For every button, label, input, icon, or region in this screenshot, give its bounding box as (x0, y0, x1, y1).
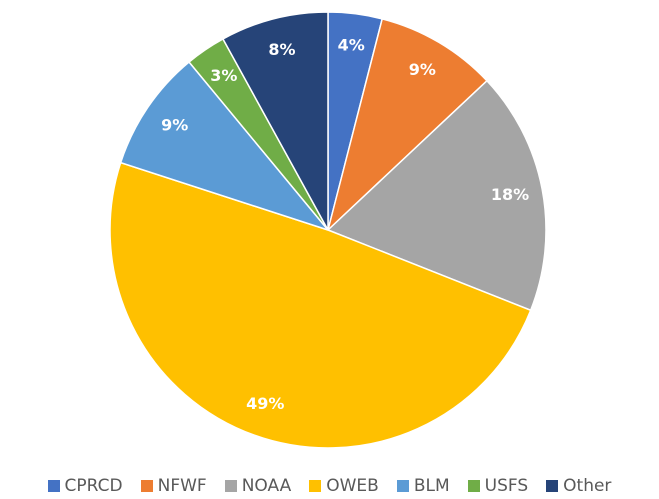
legend-item: Other (546, 476, 611, 496)
legend: CPRCD NFWF NOAA OWEB BLM USFS Other (0, 476, 659, 496)
legend-item: USFS (467, 476, 529, 496)
data-label: 8% (268, 40, 295, 59)
legend-item: OWEB (309, 476, 379, 496)
legend-swatch (309, 480, 322, 492)
legend-item: BLM (396, 476, 450, 496)
chart: 4% 9% 18% 49% 9% 3% 8% (109, 11, 547, 449)
data-label: 3% (210, 66, 237, 85)
data-label: 18% (491, 185, 529, 204)
legend-item: CPRCD (47, 476, 123, 496)
legend-item: NFWF (140, 476, 207, 496)
legend-swatch (47, 480, 60, 492)
data-label: 9% (409, 60, 436, 79)
legend-label: BLM (413, 476, 450, 496)
data-label: 49% (246, 394, 284, 413)
pie-slice (109, 161, 532, 449)
data-label: 4% (338, 36, 365, 55)
legend-label: CPRCD (64, 476, 123, 496)
legend-swatch (396, 480, 409, 492)
legend-label: NOAA (241, 476, 292, 496)
data-label: 9% (161, 115, 188, 134)
pie-slice (326, 79, 547, 312)
legend-label: USFS (484, 476, 529, 496)
legend-item: NOAA (224, 476, 292, 496)
legend-label: NFWF (157, 476, 207, 496)
pie-slice (221, 11, 329, 231)
pie-slice (326, 17, 488, 233)
legend-swatch (140, 480, 153, 492)
legend-swatch (224, 480, 237, 492)
legend-swatch (467, 480, 480, 492)
pie-slice (119, 60, 331, 232)
legend-swatch (546, 480, 559, 492)
legend-label: Other (563, 476, 612, 496)
legend-label: OWEB (326, 476, 379, 496)
